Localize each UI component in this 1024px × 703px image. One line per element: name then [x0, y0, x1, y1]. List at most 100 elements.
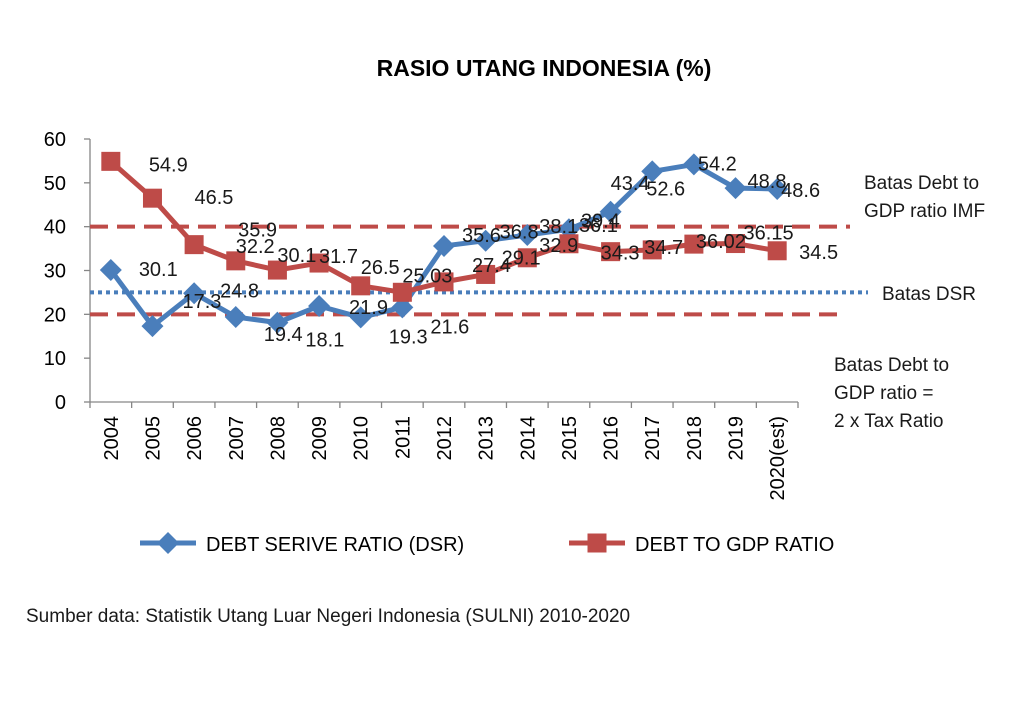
dsr-point: [349, 306, 372, 329]
y-tick-label: 0: [55, 392, 66, 414]
debt-to-gdp-point: [767, 241, 787, 261]
debt-to-gdp-data-label: 31.7: [319, 246, 358, 268]
reference-line-label: Batas DSR: [882, 284, 976, 305]
debt-to-gdp-point: [642, 240, 662, 260]
dsr-point: [224, 305, 247, 328]
reference-line-label: Batas Debt to: [834, 355, 949, 376]
x-tick-label: 2013: [476, 416, 498, 461]
dsr-point: [391, 296, 414, 319]
dsr-data-label: 54.2: [698, 153, 737, 175]
x-tick-label: 2010: [351, 416, 373, 461]
dsr-point: [599, 200, 622, 223]
source-note: Sumber data: Statistik Utang Luar Negeri…: [26, 606, 631, 627]
debt-to-gdp-point: [101, 151, 121, 171]
dsr-data-label: 35.6: [462, 225, 501, 247]
reference-line-label: Batas Debt to: [864, 173, 979, 194]
dsr-data-label: 30.1: [139, 259, 178, 281]
debt-to-gdp-data-label: 34.5: [799, 242, 838, 264]
x-tick-label: 2020(est): [767, 416, 789, 501]
debt-to-gdp-data-label: 32.9: [539, 235, 578, 257]
dsr-data-label: 38.1: [539, 216, 578, 238]
debt-to-gdp-point: [184, 235, 204, 255]
dsr-point: [766, 177, 789, 200]
x-tick-label: 2004: [101, 416, 123, 461]
debt-to-gdp-point: [601, 242, 621, 262]
debt-to-gdp-data-label: 54.9: [149, 154, 188, 176]
dsr-data-label: 39.4: [581, 210, 620, 232]
debt-to-gdp-point: [434, 272, 454, 292]
debt-to-gdp-data-label: 36.15: [744, 223, 794, 245]
y-tick-label: 10: [44, 348, 66, 370]
y-tick-label: 50: [44, 173, 66, 195]
legend-marker-square: [587, 533, 607, 553]
debt-to-gdp-point: [392, 282, 412, 302]
debt-to-gdp-data-label: 46.5: [194, 187, 233, 209]
legend-marker-diamond: [157, 532, 179, 554]
x-tick-label: 2012: [434, 416, 456, 461]
dsr-point: [641, 160, 664, 183]
dsr-data-label: 48.6: [781, 180, 820, 202]
x-tick-label: 2008: [267, 416, 289, 461]
debt-to-gdp-data-label: 36.02: [696, 231, 746, 253]
dsr-data-label: 17.3: [182, 291, 221, 313]
debt-to-gdp-point: [226, 251, 246, 271]
dsr-data-label: 48.8: [748, 171, 787, 193]
dsr-point: [724, 177, 747, 200]
x-tick-label: 2006: [184, 416, 206, 461]
x-tick-label: 2017: [642, 416, 664, 461]
dsr-data-label: 19.4: [264, 324, 303, 346]
debt-to-gdp-data-label: 29.1: [502, 247, 541, 269]
y-tick-label: 30: [44, 261, 66, 283]
debt-to-gdp-point: [267, 260, 287, 280]
debt-to-gdp-point: [476, 264, 496, 284]
dsr-data-label: 36.8: [500, 222, 539, 244]
dsr-point: [474, 229, 497, 252]
dsr-data-label: 18.1: [305, 330, 344, 352]
debt-to-gdp-data-label: 30.1: [277, 245, 316, 267]
dsr-data-label: 43.4: [611, 173, 650, 195]
debt-to-gdp-data-label: 27.4: [472, 255, 511, 277]
reference-line-label: 2 x Tax Ratio: [834, 411, 943, 432]
dsr-point: [266, 311, 289, 334]
y-tick-label: 20: [44, 304, 66, 326]
debt-to-gdp-point: [559, 234, 579, 254]
debt-to-gdp-point: [142, 188, 162, 208]
debt-to-gdp-point: [684, 234, 704, 254]
x-tick-label: 2015: [559, 416, 581, 461]
x-tick-label: 2018: [684, 416, 706, 461]
dsr-point: [682, 153, 705, 176]
dsr-point: [516, 223, 539, 246]
dsr-point: [183, 282, 206, 305]
debt-to-gdp-data-label: 36.1: [579, 215, 618, 237]
debt-to-gdp-data-label: 26.5: [361, 257, 400, 279]
debt-to-gdp-data-label: 32.2: [236, 236, 275, 258]
x-tick-label: 2007: [226, 416, 248, 461]
debt-to-gdp-point: [351, 276, 371, 296]
debt-to-gdp-data-label: 34.7: [644, 237, 683, 259]
dsr-data-label: 21.6: [430, 316, 469, 338]
debt-to-gdp-point: [726, 234, 746, 254]
debt-to-gdp-point: [517, 248, 537, 268]
x-tick-label: 2005: [142, 416, 164, 461]
debt-to-gdp-point: [309, 253, 329, 273]
dsr-point: [308, 295, 331, 318]
y-tick-label: 40: [44, 217, 66, 239]
chart-title: RASIO UTANG INDONESIA (%): [377, 55, 712, 81]
legend-label: DEBT SERIVE RATIO (DSR): [206, 534, 464, 556]
x-tick-label: 2014: [517, 416, 539, 461]
dsr-data-label: 21.9: [349, 297, 388, 319]
legend-label: DEBT TO GDP RATIO: [635, 534, 834, 556]
dsr-data-label: 52.6: [646, 178, 685, 200]
debt-to-gdp-data-label: 25.03: [402, 265, 452, 287]
reference-line-label: GDP ratio =: [834, 383, 933, 404]
reference-line-label: GDP ratio IMF: [864, 201, 985, 222]
dsr-point: [141, 315, 164, 338]
x-tick-label: 2019: [726, 416, 748, 461]
dsr-point: [433, 234, 455, 257]
debt-to-gdp-data-label: 35.9: [238, 220, 277, 242]
x-tick-label: 2011: [392, 416, 414, 459]
debt-to-gdp-data-label: 34.3: [601, 243, 640, 265]
y-tick-label: 60: [44, 129, 66, 151]
x-tick-label: 2016: [601, 416, 623, 461]
